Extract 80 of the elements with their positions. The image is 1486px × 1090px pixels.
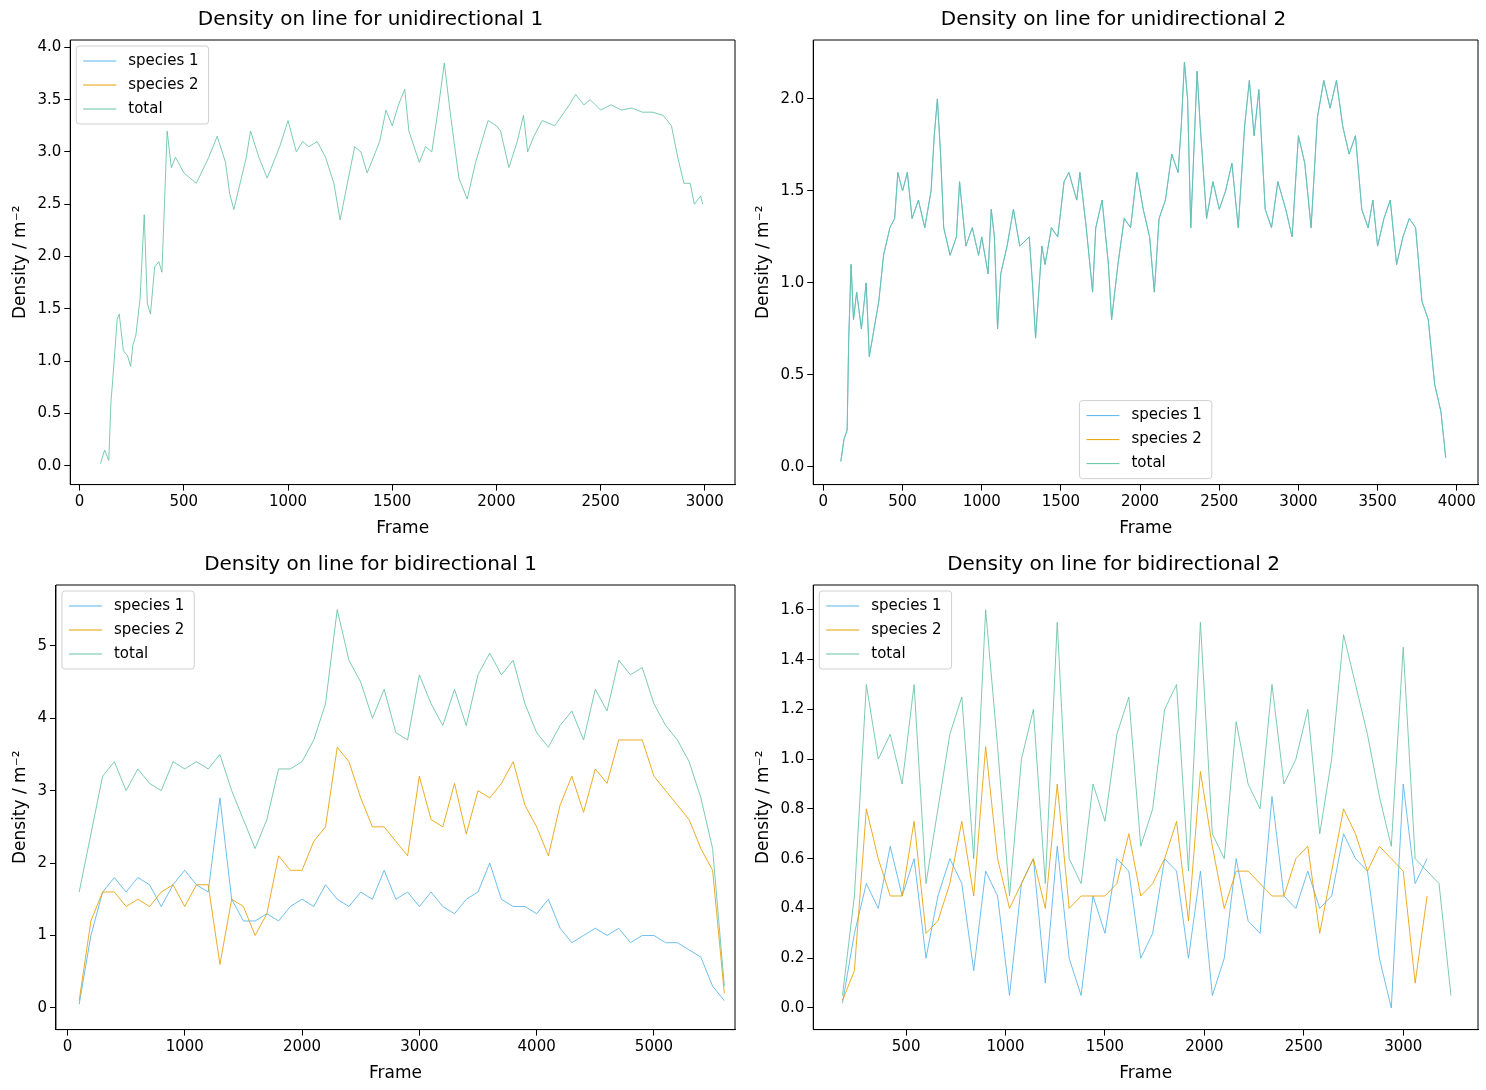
x-tick-label: 2500	[581, 492, 620, 511]
y-tick-label: 2.0	[37, 246, 62, 265]
chart-title: Density on line for unidirectional 1	[197, 6, 544, 31]
chart-title: Density on line for unidirectional 2	[940, 6, 1287, 31]
x-tick-label: 2000	[282, 1037, 322, 1056]
y-tick-label: 4.0	[37, 37, 62, 56]
y-tick-label: 4	[37, 708, 47, 727]
y-tick-label: 1.4	[780, 649, 805, 668]
legend-label: species 2	[1131, 429, 1202, 448]
x-tick-label: 1000	[268, 492, 308, 511]
legend-label: total	[113, 643, 149, 662]
y-tick-label: 0	[37, 997, 47, 1016]
legend-label: species 1	[128, 50, 199, 69]
y-tick-label: 0.5	[37, 403, 62, 422]
legend-label: total	[871, 643, 906, 662]
x-tick-label: 3000	[1279, 492, 1318, 511]
y-tick-label: 0.5	[780, 364, 805, 383]
x-axis-title: Frame	[1119, 1062, 1173, 1083]
x-axis-title: Frame	[1119, 517, 1173, 538]
legend-label: total	[128, 98, 163, 117]
x-tick-label: 2500	[1284, 1037, 1323, 1056]
y-tick-label: 0.4	[780, 898, 805, 917]
x-tick-label: 2500	[1200, 492, 1239, 511]
y-tick-label: 3	[37, 780, 47, 799]
legend-label: species 1	[1131, 405, 1202, 424]
y-axis-title: Density / m⁻²	[8, 205, 29, 320]
y-tick-label: 1.5	[780, 180, 805, 199]
y-tick-label: 5	[37, 635, 47, 654]
legend-label: species 2	[128, 74, 199, 93]
x-tick-label: 500	[169, 492, 199, 511]
y-tick-label: 0.0	[780, 456, 805, 475]
y-tick-label: 3.5	[37, 89, 62, 108]
x-tick-label: 1500	[373, 492, 412, 511]
x-tick-label: 2000	[1120, 492, 1160, 511]
y-tick-label: 1.0	[780, 272, 805, 291]
x-tick-label: 0	[74, 492, 85, 511]
y-tick-label: 1.6	[780, 599, 805, 618]
x-axis-title: Frame	[376, 517, 430, 538]
y-tick-label: 0.2	[780, 948, 805, 967]
chart-title: Density on line for bidirectional 1	[204, 551, 537, 576]
x-axis-title: Frame	[368, 1062, 422, 1083]
x-tick-label: 1000	[986, 1037, 1025, 1056]
y-axis-title: Density / m⁻²	[8, 750, 29, 865]
y-axis-title: Density / m⁻²	[751, 750, 772, 865]
y-tick-label: 2.0	[780, 88, 805, 107]
x-tick-label: 3500	[1358, 492, 1397, 511]
x-tick-label: 1000	[165, 1037, 204, 1056]
y-tick-label: 0.8	[780, 798, 805, 817]
x-tick-label: 4000	[1437, 492, 1476, 511]
x-tick-label: 3000	[1384, 1037, 1423, 1056]
x-tick-label: 1000	[962, 492, 1001, 511]
x-tick-label: 1500	[1085, 1037, 1125, 1056]
x-tick-label: 500	[888, 492, 917, 511]
y-tick-label: 1.0	[37, 351, 62, 370]
y-tick-label: 3.0	[37, 141, 62, 160]
x-tick-label: 2000	[477, 492, 516, 511]
y-tick-label: 1.0	[780, 749, 805, 768]
y-tick-label: 1	[37, 925, 47, 944]
chart-title: Density on line for bidirectional 2	[947, 551, 1280, 576]
x-tick-label: 500	[891, 1037, 921, 1056]
y-axis-title: Density / m⁻²	[751, 205, 772, 320]
y-tick-label: 2	[37, 852, 47, 871]
x-tick-label: 2000	[1185, 1037, 1224, 1056]
legend-label: species 2	[113, 619, 185, 638]
y-tick-label: 0.6	[780, 848, 805, 867]
x-tick-label: 5000	[634, 1037, 674, 1056]
x-tick-label: 0	[818, 492, 829, 511]
x-tick-label: 4000	[517, 1037, 556, 1056]
x-tick-label: 3000	[685, 492, 724, 511]
y-tick-label: 0.0	[780, 997, 805, 1016]
legend-label: total	[1131, 453, 1166, 472]
y-tick-label: 2.5	[37, 194, 62, 213]
y-tick-label: 0.0	[37, 455, 62, 474]
legend-label: species 2	[871, 619, 942, 638]
legend-label: species 1	[871, 595, 942, 614]
legend-label: species 1	[113, 595, 185, 614]
y-tick-label: 1.5	[37, 298, 62, 317]
x-tick-label: 1500	[1041, 492, 1081, 511]
y-tick-label: 1.2	[780, 699, 805, 718]
x-tick-label: 3000	[400, 1037, 439, 1056]
